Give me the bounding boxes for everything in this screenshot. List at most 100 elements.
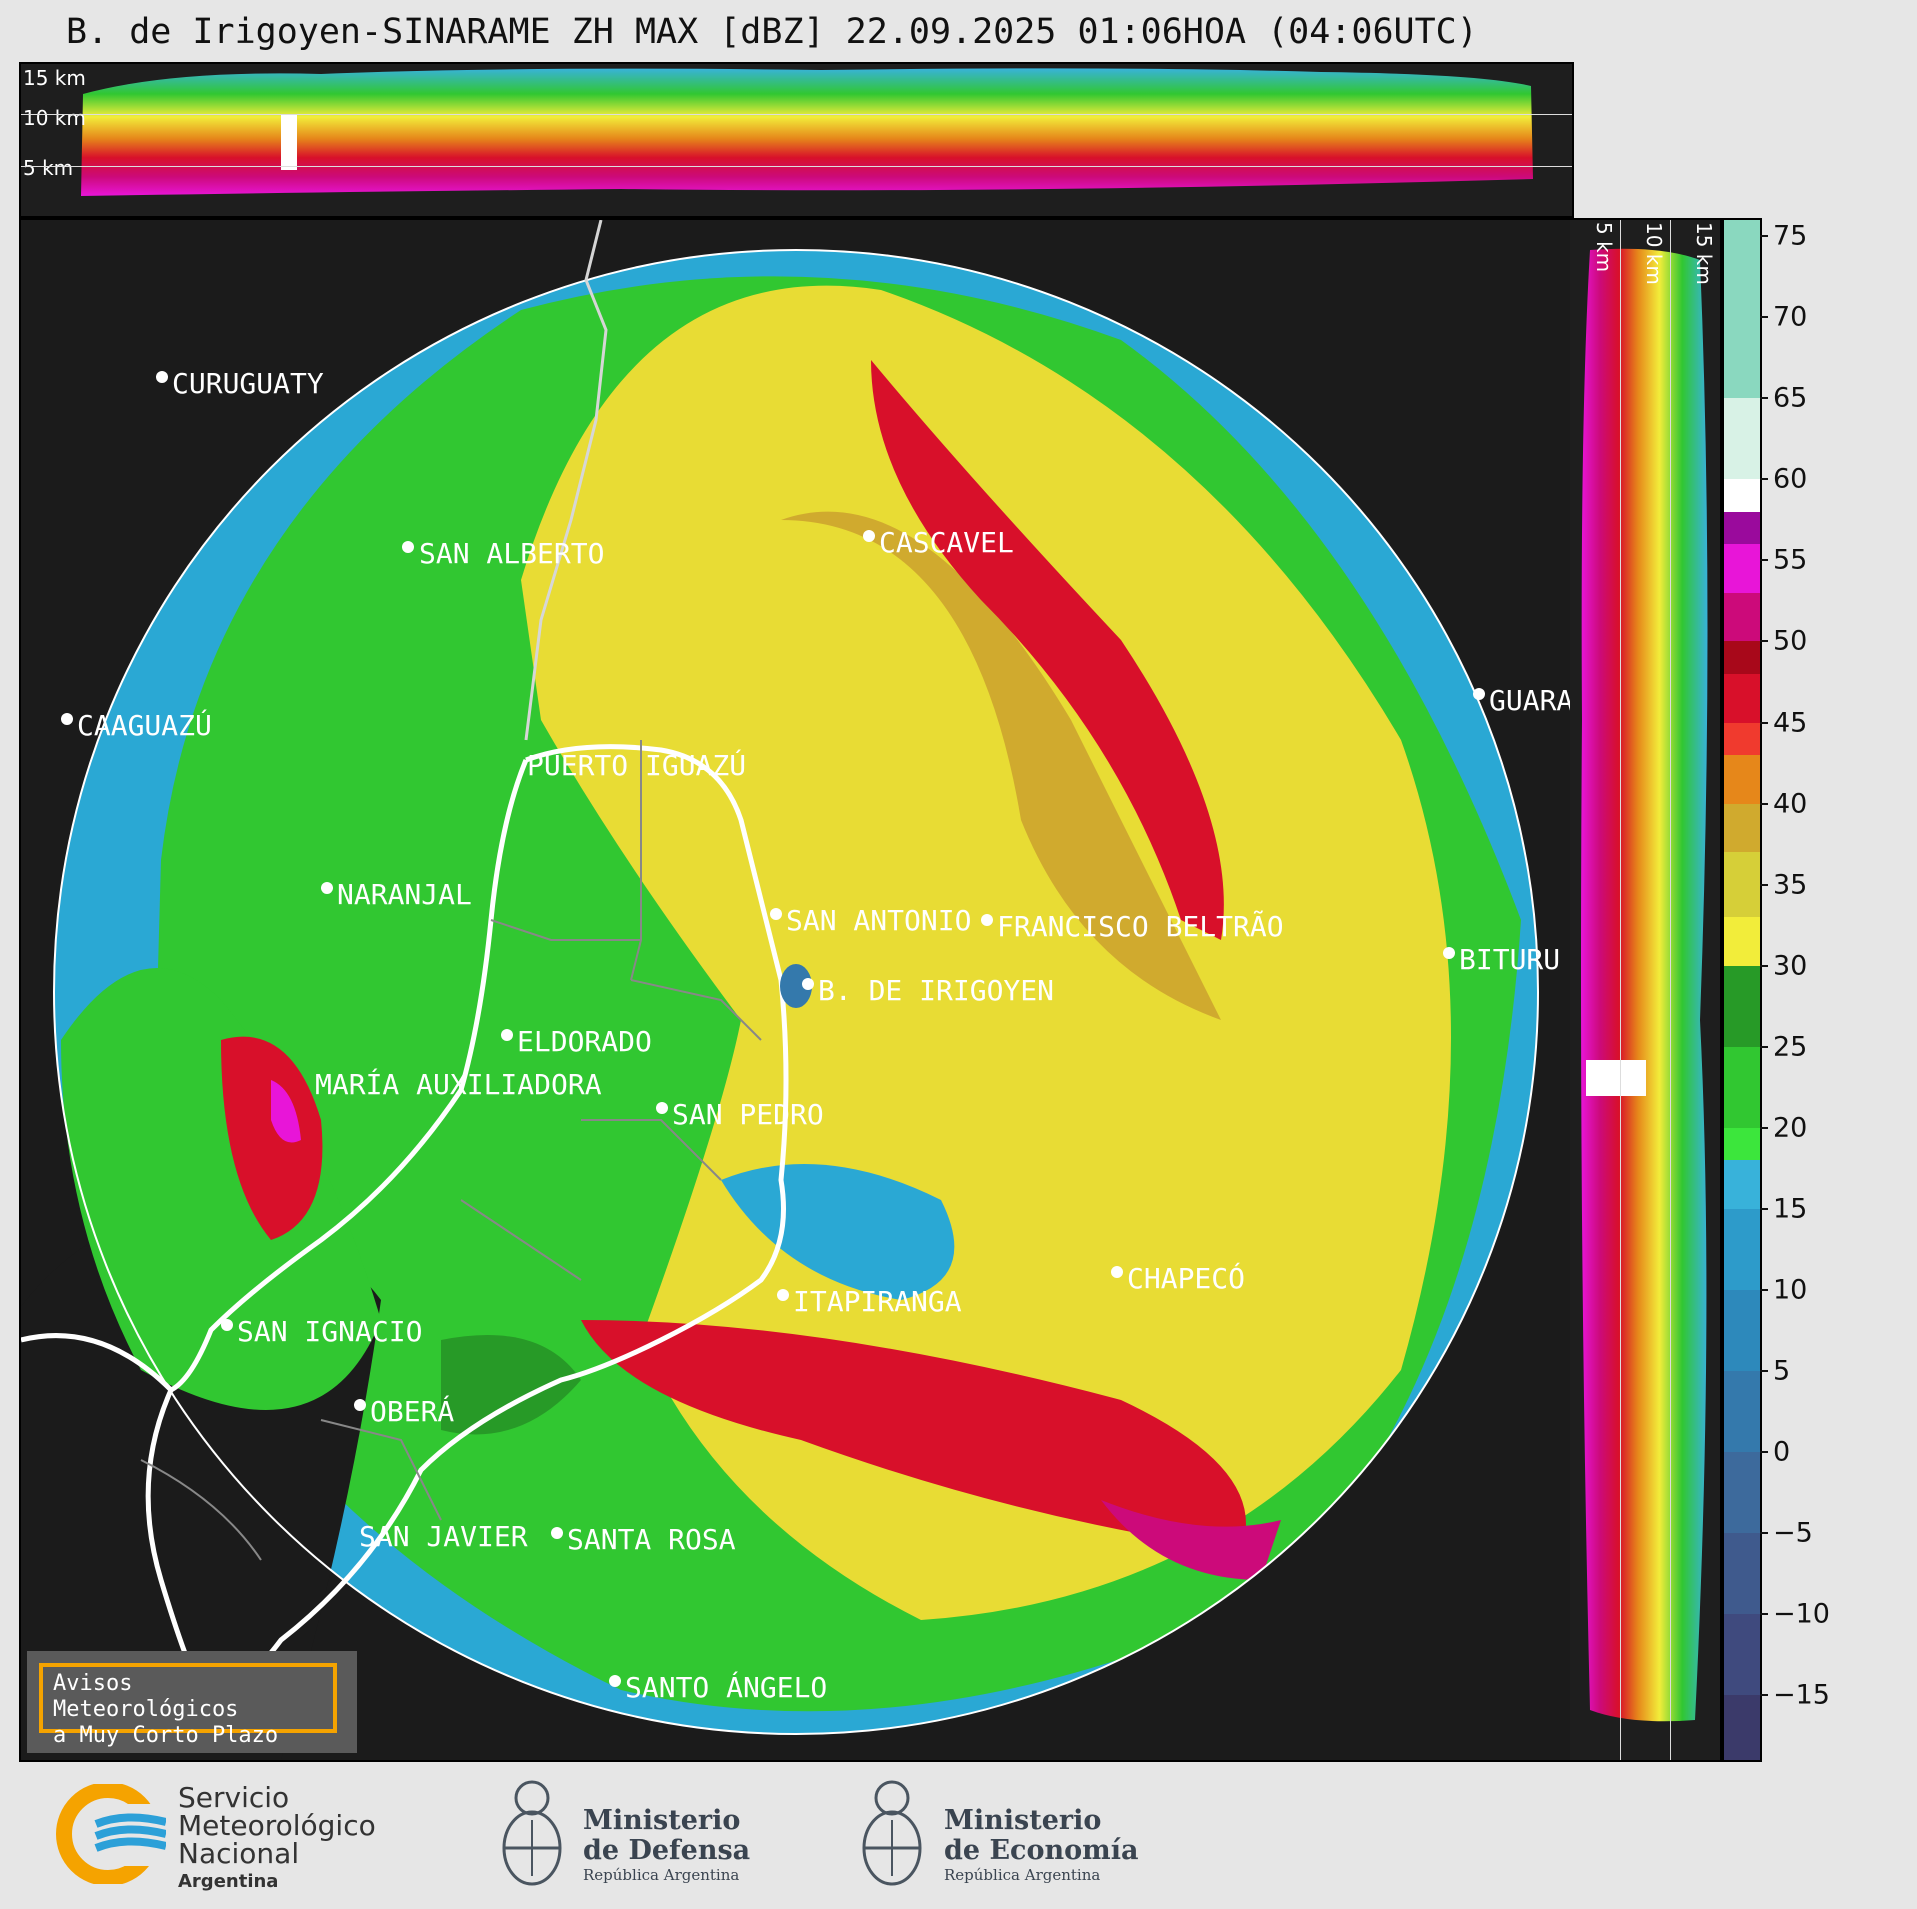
smn-line3: Nacional [178, 1837, 300, 1870]
radar-echo-layer [21, 220, 1539, 1760]
colorbar-tick-mark [1760, 1532, 1768, 1535]
vertical-label-5km: 5 km [1592, 222, 1616, 273]
colorbar-band [1724, 1160, 1760, 1209]
colorbar-tick-label: 15 [1773, 1193, 1808, 1225]
height-cross-section-right: 5 km 10 km 15 km [1570, 218, 1722, 1762]
colorbar-tick-mark [1760, 1694, 1768, 1697]
smn-line2: Meteorológico [178, 1809, 376, 1842]
smn-logo-icon [56, 1784, 166, 1884]
vertical-line-5km [1620, 220, 1621, 1760]
colorbar-tick-mark [1760, 883, 1768, 886]
colorbar-tick-label: 55 [1773, 544, 1808, 576]
city-dot [802, 978, 814, 990]
city-label: CURUGUATY [172, 367, 324, 400]
colorbar-band [1724, 803, 1760, 853]
colorbar-tick-mark [1760, 1288, 1768, 1291]
city-label: MARÍA AUXILIADORA [315, 1068, 602, 1101]
city-dot [1111, 1266, 1123, 1278]
warning-box-line2: a Muy Corto Plazo [53, 1723, 279, 1748]
colorbar-tick-label: 10 [1773, 1274, 1808, 1306]
colorbar-tick-mark [1760, 1451, 1768, 1453]
city-label: ELDORADO [517, 1025, 652, 1058]
colorbar-band [1724, 398, 1760, 480]
colorbar-tick-mark [1760, 559, 1768, 562]
economia-sub: República Argentina [944, 1866, 1101, 1884]
city-dot [221, 1319, 233, 1331]
argentina-coat-of-arms-icon [502, 1780, 562, 1886]
colorbar-tick-label: 0 [1773, 1436, 1791, 1468]
height-label-5km: 5 km [23, 156, 74, 180]
city-label: FRANCISCO BELTRÃO [997, 910, 1284, 943]
colorbar-tick-mark [1760, 1207, 1768, 1210]
city-dot [656, 1102, 668, 1114]
smn-logo-text: Servicio Meteorológico Nacional Argentin… [178, 1784, 376, 1896]
city-label: ITAPIRANGA [793, 1285, 962, 1318]
colorbar-tick-label: 75 [1773, 220, 1808, 252]
city-label: SAN IGNACIO [237, 1315, 423, 1348]
city-label: PUERTO IGUAZÚ [527, 749, 747, 782]
height-line-5km [21, 166, 1572, 167]
economia-line1: Ministerio [944, 1805, 1102, 1836]
city-label: SAN PEDRO [672, 1098, 824, 1131]
reflectivity-colorbar [1722, 218, 1762, 1762]
colorbar-band [1724, 641, 1760, 674]
height-cross-section-top: 15 km 10 km 5 km [19, 62, 1574, 218]
colorbar-band [1724, 479, 1760, 512]
city-label: SANTA ROSA [567, 1523, 736, 1556]
colorbar-band [1724, 852, 1760, 918]
colorbar-tick-mark [1760, 640, 1768, 643]
colorbar-band [1724, 592, 1760, 642]
height-label-15km: 15 km [23, 66, 86, 90]
colorbar-band [1724, 220, 1760, 399]
colorbar-band [1724, 1695, 1760, 1760]
vertical-label-10km: 10 km [1642, 222, 1666, 285]
vertical-label-15km: 15 km [1692, 222, 1716, 285]
height-profile-top-graphic [81, 68, 1533, 196]
colorbar-band [1724, 1046, 1760, 1128]
colorbar-tick-label: 50 [1773, 625, 1808, 657]
colorbar-band [1724, 965, 1760, 1047]
city-label: CAAGUAZÚ [77, 709, 212, 742]
colorbar-band [1724, 1370, 1760, 1452]
city-label: B. DE IRIGOYEN [818, 974, 1055, 1007]
city-dot [321, 882, 333, 894]
colorbar-tick-label: 25 [1773, 1031, 1808, 1063]
colorbar-tick-mark [1760, 1045, 1768, 1048]
warning-box-frame[interactable]: Avisos Meteorológicos a Muy Corto Plazo [39, 1663, 337, 1748]
city-dot [981, 914, 993, 926]
colorbar-tick-label: 65 [1773, 382, 1808, 414]
radar-map[interactable]: CURUGUATY SAN ALBERTO CASCAVEL CAAGUAZÚ GUAR… [19, 218, 1574, 1762]
colorbar-band [1724, 1127, 1760, 1161]
argentina-coat-of-arms-icon-2 [862, 1780, 922, 1886]
city-label: OBERÁ [370, 1395, 455, 1428]
city-label: SANTO ÁNGELO [625, 1671, 828, 1704]
argentina-paraguay-border [169, 759, 529, 1393]
colorbar-tick-label: 45 [1773, 707, 1808, 739]
colorbar-band [1724, 754, 1760, 804]
height-label-10km: 10 km [23, 106, 86, 130]
warning-box[interactable]: Avisos Meteorológicos a Muy Corto Plazo [27, 1651, 357, 1753]
city-dot [156, 371, 168, 383]
city-label: CHAPECÓ [1127, 1262, 1246, 1295]
map-title: B. de Irigoyen-SINARAME ZH MAX [dBZ] 22.… [66, 12, 1478, 52]
defensa-line2: de Defensa [583, 1835, 751, 1866]
city-dot [863, 530, 875, 542]
colorbar-band [1724, 511, 1760, 545]
city-dot [61, 713, 73, 725]
colorbar-tick-mark [1760, 235, 1768, 238]
colorbar-band [1724, 673, 1760, 723]
colorbar-band [1724, 1452, 1760, 1534]
city-dot [1443, 947, 1455, 959]
colorbar-tick-label: 70 [1773, 301, 1808, 333]
defensa-sub: República Argentina [583, 1866, 740, 1884]
department-borders [140, 740, 762, 1561]
radar-site-marker [780, 964, 812, 1008]
colorbar-band [1724, 1533, 1760, 1615]
smn-line4: Argentina [178, 1871, 279, 1892]
city-dot [609, 1675, 621, 1687]
colorbar-tick-label: −15 [1773, 1679, 1830, 1711]
colorbar-tick-mark [1760, 1369, 1768, 1372]
economia-line2: de Economía [944, 1835, 1139, 1866]
colorbar-band [1724, 722, 1760, 755]
colorbar-band [1724, 544, 1760, 593]
